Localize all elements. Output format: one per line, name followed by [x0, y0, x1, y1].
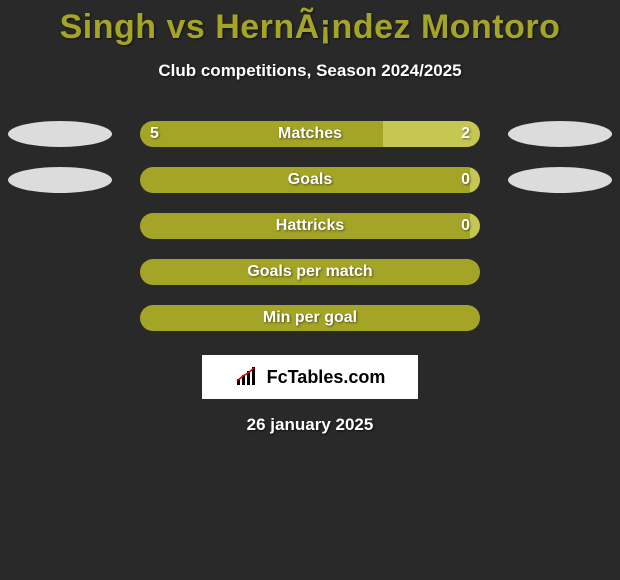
- date-text: 26 january 2025: [0, 415, 620, 435]
- player-badge-right: [508, 121, 612, 147]
- comparison-row: Min per goal: [0, 295, 620, 341]
- stat-bar-right: 2: [383, 121, 480, 147]
- stat-bar-left: 5: [140, 121, 383, 147]
- stat-bar-right: 0: [470, 213, 480, 239]
- stat-bar: 0Goals: [140, 167, 480, 193]
- brand-box: FcTables.com: [202, 355, 418, 399]
- stat-value-left: 5: [150, 125, 159, 143]
- stat-bar-left: [140, 305, 480, 331]
- stat-bar-right: 0: [470, 167, 480, 193]
- stat-bar-left: [140, 213, 470, 239]
- comparison-row: Goals per match: [0, 249, 620, 295]
- stat-bar: Goals per match: [140, 259, 480, 285]
- stat-bar: 52Matches: [140, 121, 480, 147]
- comparison-row: 0Goals: [0, 157, 620, 203]
- subtitle: Club competitions, Season 2024/2025: [0, 61, 620, 81]
- page-title: Singh vs HernÃ¡ndez Montoro: [0, 0, 620, 47]
- stat-value-right: 2: [461, 125, 470, 143]
- comparison-row: 0Hattricks: [0, 203, 620, 249]
- player-badge-right: [508, 167, 612, 193]
- stat-bar-left: [140, 259, 480, 285]
- comparison-row: 52Matches: [0, 111, 620, 157]
- brand-text: FcTables.com: [267, 367, 386, 388]
- stat-bar: 0Hattricks: [140, 213, 480, 239]
- player-badge-left: [8, 167, 112, 193]
- player-badge-left: [8, 121, 112, 147]
- bar-chart-icon: [235, 367, 261, 387]
- comparison-rows: 52Matches0Goals0HattricksGoals per match…: [0, 111, 620, 341]
- stat-bar-left: [140, 167, 470, 193]
- stat-bar: Min per goal: [140, 305, 480, 331]
